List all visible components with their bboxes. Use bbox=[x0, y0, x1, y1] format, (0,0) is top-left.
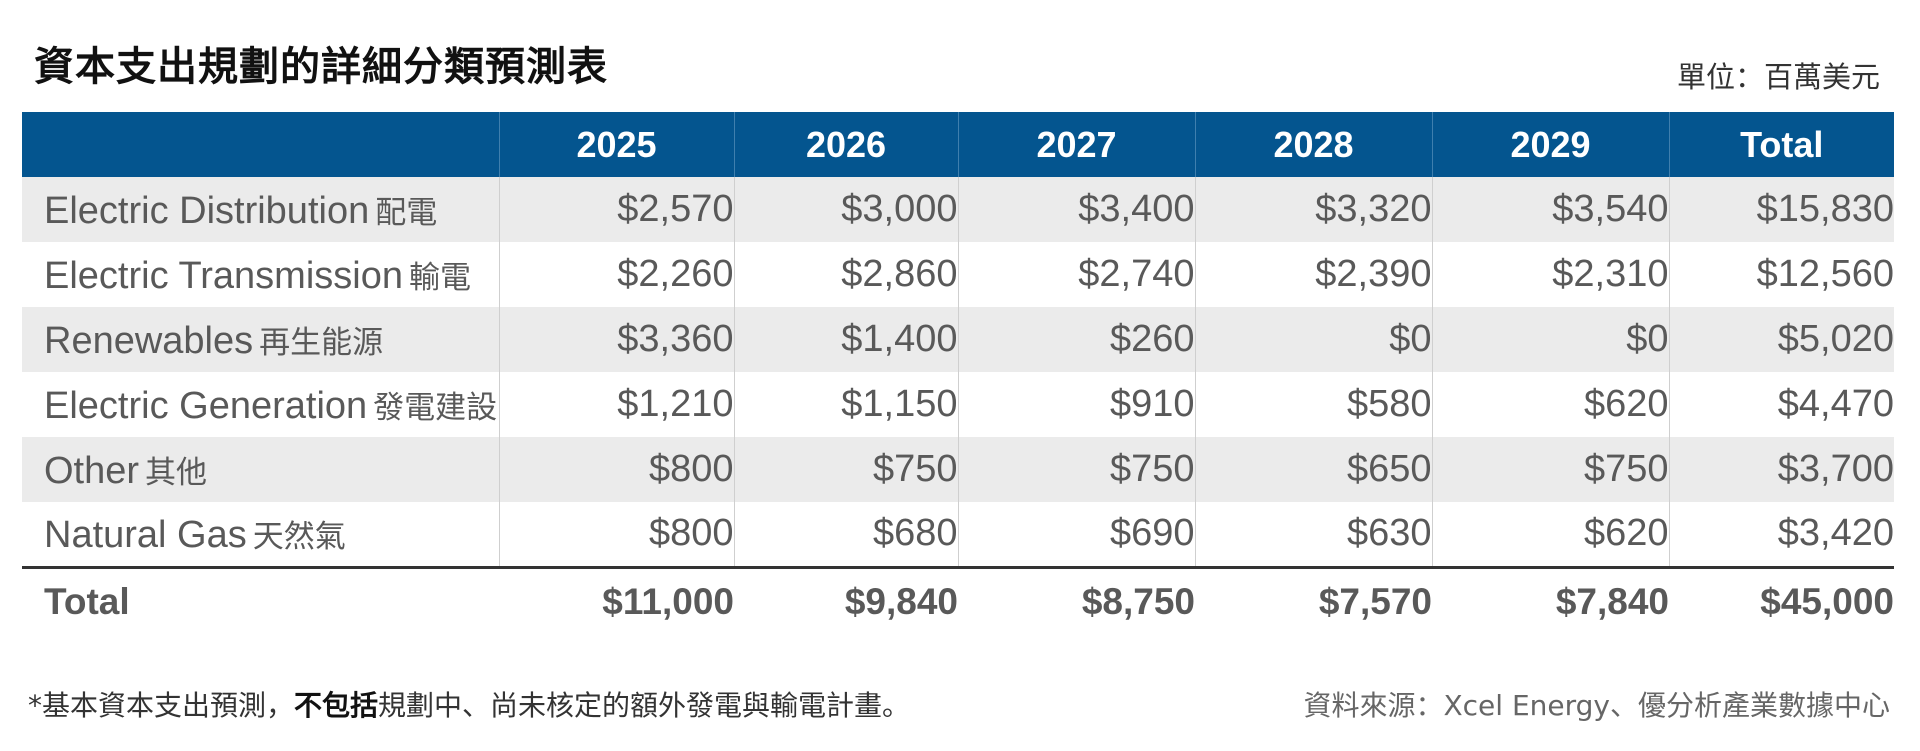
total-2027: $8,750 bbox=[958, 565, 1195, 635]
cell-2025: $800 bbox=[499, 437, 735, 502]
cell-2029: $0 bbox=[1432, 307, 1670, 372]
row-label: Electric Transmission 輸電 bbox=[22, 242, 500, 307]
header-cell-2026: 2026 bbox=[734, 112, 959, 177]
cell-2027: $3,400 bbox=[958, 177, 1196, 242]
cell-total: $5,020 bbox=[1669, 307, 1894, 372]
row-label-en: Renewables bbox=[44, 319, 254, 362]
cell-2029: $3,540 bbox=[1432, 177, 1670, 242]
cell-2025: $3,360 bbox=[499, 307, 735, 372]
row-label-en: Other bbox=[44, 449, 140, 492]
cell-2026: $680 bbox=[734, 502, 959, 567]
cell-2029: $750 bbox=[1432, 437, 1670, 502]
row-label: Natural Gas 天然氣 bbox=[22, 502, 500, 567]
total-2029: $7,840 bbox=[1432, 565, 1669, 635]
cell-2026: $1,150 bbox=[734, 372, 959, 437]
footnote-suffix: 規劃中、尚未核定的額外發電與輸電計畫。 bbox=[378, 689, 911, 722]
cell-2028: $630 bbox=[1195, 502, 1433, 567]
table-row: Electric Generation 發電建設 $1,210 $1,150 $9… bbox=[22, 372, 1894, 437]
cell-total: $12,560 bbox=[1669, 242, 1894, 307]
header-cell-total: Total bbox=[1669, 112, 1894, 177]
row-label-zh: 發電建設 bbox=[373, 389, 498, 426]
row-label-en: Electric Transmission bbox=[44, 254, 403, 297]
cell-2027: $690 bbox=[958, 502, 1196, 567]
row-label-en: Electric Generation bbox=[44, 384, 368, 427]
cell-2027: $910 bbox=[958, 372, 1196, 437]
footnote-prefix: *基本資本支出預測， bbox=[28, 689, 295, 722]
table-total-row: Total $11,000 $9,840 $8,750 $7,570 $7,84… bbox=[22, 565, 1894, 635]
capex-table: 2025 2026 2027 2028 2029 Total Electric … bbox=[22, 112, 1894, 635]
table-header-row: 2025 2026 2027 2028 2029 Total bbox=[22, 112, 1894, 177]
cell-total: $4,470 bbox=[1669, 372, 1894, 437]
cell-2026: $1,400 bbox=[734, 307, 959, 372]
header-cell-2027: 2027 bbox=[958, 112, 1196, 177]
total-label: Total bbox=[22, 565, 499, 635]
cell-2029: $620 bbox=[1432, 502, 1670, 567]
header-cell-2025: 2025 bbox=[499, 112, 735, 177]
cell-2028: $0 bbox=[1195, 307, 1433, 372]
row-label-zh: 配電 bbox=[375, 194, 438, 231]
cell-2027: $750 bbox=[958, 437, 1196, 502]
row-label-zh: 再生能源 bbox=[259, 324, 384, 361]
row-label-zh: 天然氣 bbox=[252, 518, 346, 555]
header-cell-blank bbox=[22, 112, 500, 177]
cell-2025: $1,210 bbox=[499, 372, 735, 437]
row-label: Electric Generation 發電建設 bbox=[22, 372, 500, 437]
row-label: Other 其他 bbox=[22, 437, 500, 502]
cell-2025: $800 bbox=[499, 502, 735, 567]
cell-total: $15,830 bbox=[1669, 177, 1894, 242]
cell-2028: $580 bbox=[1195, 372, 1433, 437]
cell-2029: $620 bbox=[1432, 372, 1670, 437]
cell-2027: $2,740 bbox=[958, 242, 1196, 307]
table-row: Electric Distribution 配電 $2,570 $3,000 $3… bbox=[22, 177, 1894, 242]
total-grand: $45,000 bbox=[1669, 565, 1894, 635]
total-2028: $7,570 bbox=[1195, 565, 1432, 635]
table-row: Natural Gas 天然氣 $800 $680 $690 $630 $620 … bbox=[22, 502, 1894, 567]
row-label-zh: 其他 bbox=[145, 454, 208, 491]
source-credit: 資料來源：Xcel Energy、優分析產業數據中心 bbox=[1303, 689, 1890, 722]
cell-2026: $750 bbox=[734, 437, 959, 502]
footnote-bold: 不包括 bbox=[294, 689, 379, 722]
row-label: Electric Distribution 配電 bbox=[22, 177, 500, 242]
total-2025: $11,000 bbox=[499, 565, 734, 635]
row-label-en: Natural Gas bbox=[44, 513, 247, 556]
row-label-zh: 輸電 bbox=[408, 259, 471, 296]
row-label: Renewables 再生能源 bbox=[22, 307, 500, 372]
cell-2026: $2,860 bbox=[734, 242, 959, 307]
table-row: Renewables 再生能源 $3,360 $1,400 $260 $0 $0 … bbox=[22, 307, 1894, 372]
cell-2028: $2,390 bbox=[1195, 242, 1433, 307]
cell-2026: $3,000 bbox=[734, 177, 959, 242]
table-row: Electric Transmission 輸電 $2,260 $2,860 $2… bbox=[22, 242, 1894, 307]
header-cell-2029: 2029 bbox=[1432, 112, 1670, 177]
row-label-en: Electric Distribution bbox=[44, 189, 370, 232]
cell-2027: $260 bbox=[958, 307, 1196, 372]
cell-2028: $3,320 bbox=[1195, 177, 1433, 242]
cell-2028: $650 bbox=[1195, 437, 1433, 502]
total-2026: $9,840 bbox=[734, 565, 958, 635]
header-cell-2028: 2028 bbox=[1195, 112, 1433, 177]
page-title: 資本支出規劃的詳細分類預測表 bbox=[34, 44, 608, 90]
footnote: *基本資本支出預測，不包括規劃中、尚未核定的額外發電與輸電計畫。 bbox=[28, 684, 910, 724]
unit-label: 單位：百萬美元 bbox=[1676, 60, 1880, 94]
cell-total: $3,420 bbox=[1669, 502, 1894, 567]
cell-2029: $2,310 bbox=[1432, 242, 1670, 307]
cell-total: $3,700 bbox=[1669, 437, 1894, 502]
cell-2025: $2,570 bbox=[499, 177, 735, 242]
table-row: Other 其他 $800 $750 $750 $650 $750 $3,700 bbox=[22, 437, 1894, 502]
cell-2025: $2,260 bbox=[499, 242, 735, 307]
